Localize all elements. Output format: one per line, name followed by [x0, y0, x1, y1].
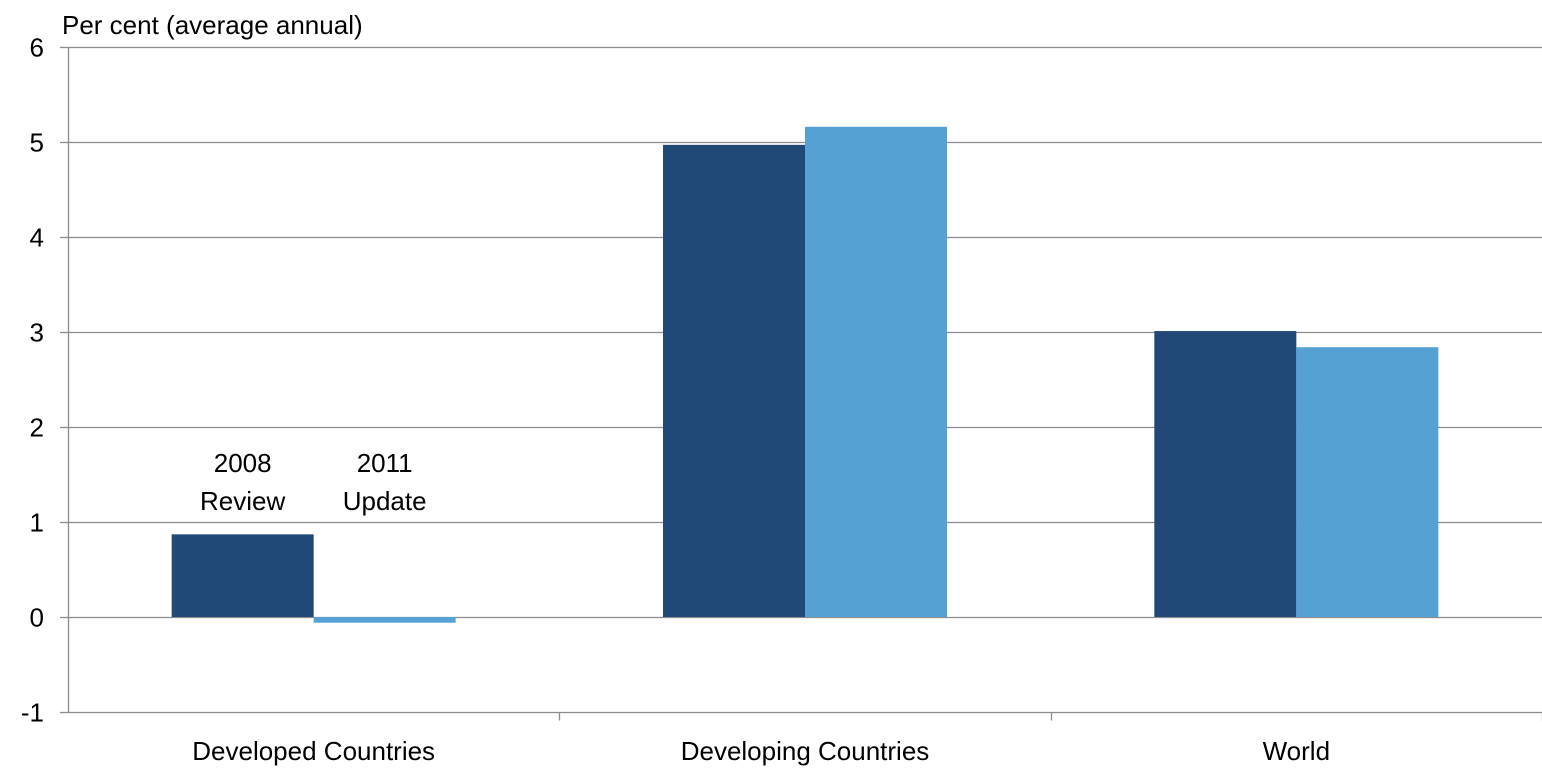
bar [805, 126, 947, 618]
series-label-line: 2008 [214, 448, 272, 478]
bar [313, 617, 456, 623]
y-tick-label: 0 [30, 603, 44, 633]
series-label-line: 2011 [357, 448, 413, 478]
series-label-line: Review [200, 486, 285, 516]
bar [1154, 331, 1297, 617]
axes: -1 0 1 2 3 4 5 6 Developed Countries Developing C… [21, 33, 1542, 766]
y-axis-label: Per cent (average annual) [62, 10, 363, 40]
x-category-label: Developed Countries [192, 736, 435, 766]
bar [171, 534, 314, 617]
y-tick-label: 3 [30, 318, 44, 348]
series-label: 2011 Update [343, 448, 427, 516]
y-tick-label: 2 [30, 413, 44, 443]
x-category-label: World [1263, 736, 1330, 766]
series-label: 2008 Review [200, 448, 285, 516]
y-tick-label: -1 [21, 698, 44, 728]
y-tick-label: 5 [30, 128, 44, 158]
y-tick-label: 6 [30, 33, 44, 63]
x-category-label: Developing Countries [681, 736, 930, 766]
series-label-line: Update [343, 486, 427, 516]
bar [663, 144, 805, 617]
bars [171, 126, 1439, 623]
y-tick-label: 1 [30, 508, 44, 538]
y-tick-label: 4 [30, 223, 44, 253]
bar [1296, 347, 1439, 617]
